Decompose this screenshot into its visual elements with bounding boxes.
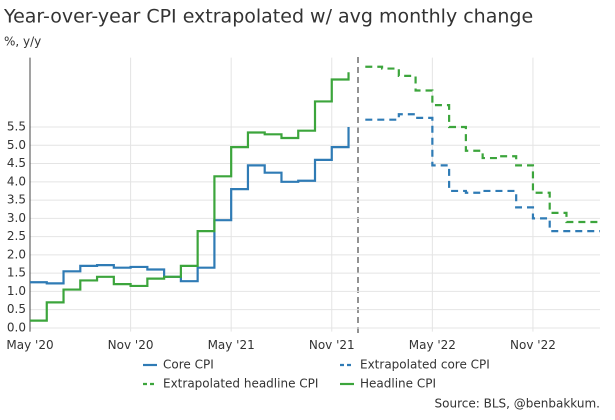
x-tick-label: May '20	[6, 338, 53, 352]
series-line	[365, 113, 600, 233]
y-tick-label: 4.0	[7, 174, 26, 188]
legend-label: Core CPI	[163, 358, 214, 372]
x-tick-label: May '21	[208, 338, 255, 352]
y-tick-label: 5.0	[7, 138, 26, 152]
y-tick-label: 3.0	[7, 211, 26, 225]
source: Source: BLS, @benbakkum.	[435, 397, 600, 411]
y-tick-label: 2.5	[7, 229, 26, 243]
x-tick-label: Nov '22	[510, 338, 556, 352]
series-line	[30, 127, 350, 285]
y-tick-label: 0.5	[7, 302, 26, 316]
series-line	[365, 65, 600, 224]
x-tick-label: Nov '20	[108, 338, 154, 352]
legend-label: Extrapolated headline CPI	[163, 377, 318, 391]
y-tick-label: 0.0	[7, 320, 26, 334]
legend-label: Extrapolated core CPI	[360, 358, 490, 372]
legend-label: Headline CPI	[360, 377, 436, 391]
y-tick-label: 1.0	[7, 284, 26, 298]
y-tick-label: 4.5	[7, 156, 26, 170]
y-tick-label: 3.5	[7, 193, 26, 207]
x-tick-label: Nov '21	[309, 338, 355, 352]
series-line	[30, 72, 350, 322]
y-tick-label: 2.0	[7, 247, 26, 261]
x-tick-label: May '22	[409, 338, 456, 352]
chart-title: Year-over-year CPI extrapolated w/ avg m…	[3, 6, 533, 28]
y-tick-label: 1.5	[7, 266, 26, 280]
y-tick-label: 5.5	[7, 120, 26, 134]
chart-subtitle: %, y/y	[4, 35, 41, 49]
